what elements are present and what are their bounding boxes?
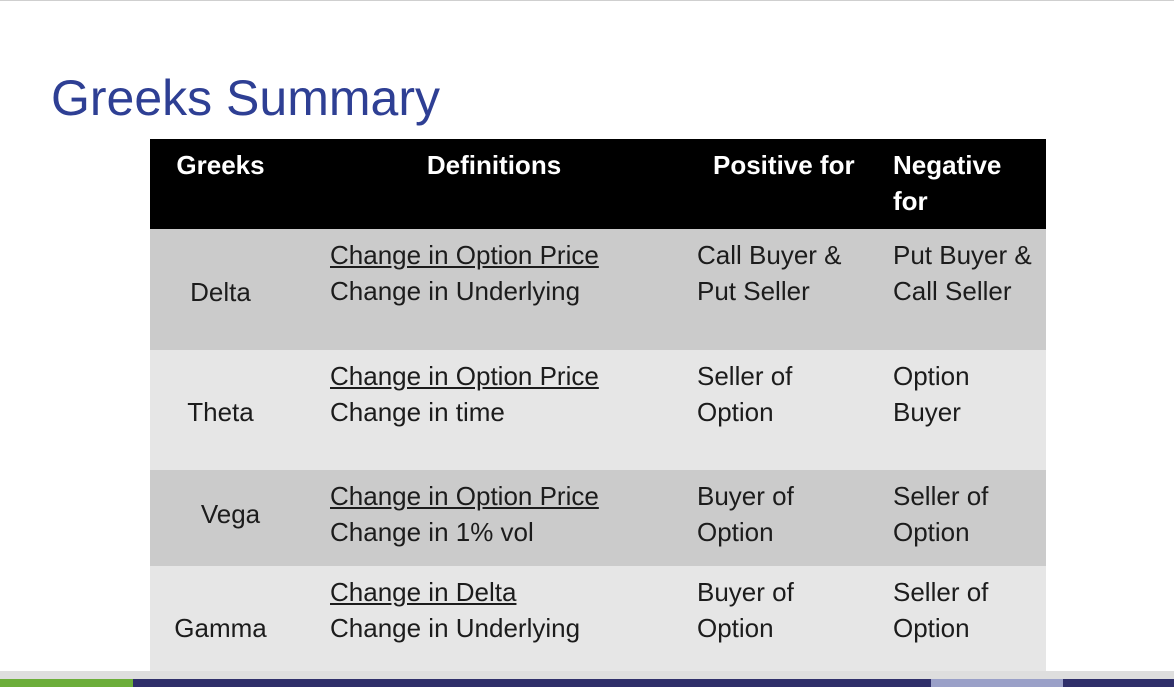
header-greeks: Greeks <box>150 139 291 229</box>
positive-line2: Option <box>697 517 774 547</box>
greek-name-text: Theta <box>187 397 254 427</box>
negative-line2: Buyer <box>893 397 961 427</box>
negative-line1: Option <box>893 361 970 391</box>
negative-line2: Option <box>893 613 970 643</box>
negative-for-cell: Seller of Option <box>893 566 1046 677</box>
negative-for-cell: Seller of Option <box>893 470 1046 566</box>
definition-numerator: Change in Option Price <box>330 481 599 511</box>
greeks-summary-table: Greeks Definitions Positive for Negative… <box>150 139 1046 677</box>
positive-for-cell: Call Buyer & Put Seller <box>697 229 893 350</box>
greek-name-text: Delta <box>190 276 251 307</box>
header-negative-for-line2: for <box>893 186 928 216</box>
definition-numerator: Change in Option Price <box>330 361 599 391</box>
negative-line2: Option <box>893 517 970 547</box>
bottom-accent-bar <box>0 679 1174 687</box>
negative-line1: Put Buyer & <box>893 240 1032 270</box>
definition-denominator: Change in Underlying <box>330 276 581 306</box>
header-definitions: Definitions <box>291 139 697 229</box>
definition-cell: Change in Option Price Change in Underly… <box>291 229 697 350</box>
definition-denominator: Change in time <box>330 397 505 427</box>
positive-line1: Buyer of <box>697 481 794 511</box>
header-negative-for: Negative for <box>893 139 1046 229</box>
table-header-row: Greeks Definitions Positive for Negative… <box>150 139 1046 229</box>
definition-numerator: Change in Delta <box>330 577 517 607</box>
negative-line1: Seller of <box>893 481 989 511</box>
positive-for-cell: Buyer of Option <box>697 470 893 566</box>
top-rule <box>0 0 1174 1</box>
bottom-accent-light <box>931 679 1063 687</box>
positive-line2: Option <box>697 397 774 427</box>
positive-for-cell: Buyer of Option <box>697 566 893 677</box>
table-row-vega: Vega Change in Option Price Change in 1%… <box>150 470 1046 566</box>
bottom-accent-green <box>0 679 133 687</box>
greek-name-text: Gamma <box>174 613 267 643</box>
definition-denominator: Change in Underlying <box>330 613 581 643</box>
table-row-gamma: Gamma Change in Delta Change in Underlyi… <box>150 566 1046 677</box>
definition-denominator: Change in 1% vol <box>330 517 534 547</box>
definition-cell: Change in Option Price Change in time <box>291 350 697 470</box>
header-positive-for: Positive for <box>697 139 893 229</box>
positive-line1: Seller of <box>697 361 793 391</box>
positive-line2: Option <box>697 613 774 643</box>
negative-for-cell: Put Buyer & Call Seller <box>893 229 1046 350</box>
bottom-shadow <box>0 671 1174 679</box>
definition-cell: Change in Delta Change in Underlying <box>291 566 697 677</box>
slide-title: Greeks Summary <box>51 70 440 126</box>
greek-name-text: Vega <box>200 499 261 529</box>
positive-line1: Buyer of <box>697 577 794 607</box>
positive-line2: Put Seller <box>697 276 810 306</box>
greek-name: Delta <box>150 229 291 350</box>
definition-numerator: Change in Option Price <box>330 240 599 270</box>
header-negative-for-line1: Negative <box>893 150 1002 180</box>
negative-for-cell: Option Buyer <box>893 350 1046 470</box>
greek-name: Gamma <box>150 566 291 677</box>
table-row-delta: Delta Change in Option Price Change in U… <box>150 229 1046 350</box>
positive-for-cell: Seller of Option <box>697 350 893 470</box>
negative-line2: Call Seller <box>893 276 1012 306</box>
positive-line1: Call Buyer & <box>697 240 842 270</box>
table-row-theta: Theta Change in Option Price Change in t… <box>150 350 1046 470</box>
greek-name: Vega <box>150 470 291 566</box>
greek-name: Theta <box>150 350 291 470</box>
definition-cell: Change in Option Price Change in 1% vol <box>291 470 697 566</box>
negative-line1: Seller of <box>893 577 989 607</box>
